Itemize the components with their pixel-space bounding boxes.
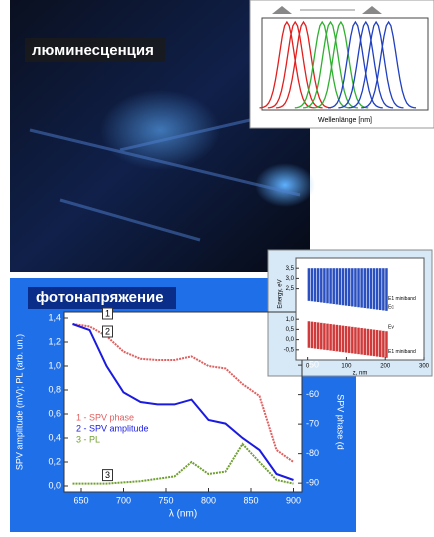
- band-bar: [363, 268, 366, 308]
- x-tick-label: 650: [73, 495, 88, 505]
- x-axis-label: z, nm: [353, 371, 368, 377]
- x-tick-label: 750: [158, 495, 173, 505]
- band-bar: [370, 268, 373, 309]
- band-bar: [367, 268, 370, 308]
- band-bar: [345, 268, 348, 305]
- y-axis-label: Energy, eV: [278, 279, 284, 308]
- y-tick-label: 0,2: [48, 456, 61, 466]
- band-bar: [317, 322, 320, 349]
- y-tick-label: 0,8: [48, 384, 61, 394]
- band-bar: [379, 330, 382, 357]
- legend-entry: 1 - SPV phase: [76, 412, 134, 422]
- y-tick-label: 1,4: [48, 312, 61, 322]
- band-bar: [308, 321, 311, 348]
- band-bar: [323, 268, 326, 303]
- band-bar: [345, 326, 348, 353]
- legend-entry: 2 - SPV amplitude: [76, 423, 149, 433]
- y2-tick-label: -90: [306, 478, 319, 488]
- band-bar: [373, 330, 376, 357]
- y-axis-label: SPV amplitude (mV); PL (arb. un.): [14, 334, 24, 470]
- page: {"photo": {"label": "люминесценция"}, "p…: [0, 0, 434, 532]
- y-tick-label: 1,0: [48, 360, 61, 370]
- band-bar: [357, 328, 360, 355]
- band-bar: [332, 268, 335, 304]
- band-bar: [357, 268, 360, 307]
- x-tick-label: 800: [201, 495, 216, 505]
- y-tick-label: 3,5: [286, 266, 295, 272]
- band-bar: [376, 330, 379, 357]
- y-tick-label: 2,5: [286, 286, 295, 292]
- band-label: E1 miniband: [388, 349, 416, 355]
- photo-label: люминесценция: [32, 42, 154, 59]
- x-tick-label: 300: [419, 364, 430, 370]
- band-bar: [382, 331, 385, 358]
- band-bar: [320, 268, 323, 302]
- band-bar: [329, 324, 332, 351]
- y-tick-label: 1,0: [286, 317, 295, 323]
- band-bar: [379, 268, 382, 310]
- band-bar: [354, 268, 357, 307]
- band-bar: [351, 268, 354, 306]
- band-bar: [311, 268, 314, 301]
- band-bar: [367, 329, 370, 356]
- band-bar: [342, 326, 345, 353]
- y-tick-label: 3,0: [286, 276, 295, 282]
- band-bar: [323, 323, 326, 350]
- band-label: Ec: [388, 304, 394, 310]
- y-tick-label: 0,5: [286, 327, 295, 333]
- y-tick-label: 0,0: [286, 337, 295, 343]
- band-bar: [326, 268, 329, 303]
- band-bar: [314, 322, 317, 349]
- curve-tag: 2: [105, 326, 110, 336]
- band-bar: [354, 327, 357, 354]
- band-bar: [320, 323, 323, 350]
- band-bar: [370, 329, 373, 356]
- band-bar: [373, 268, 376, 309]
- y-tick-label: -0,5: [284, 347, 295, 353]
- x-tick-label: 900: [286, 495, 301, 505]
- band-bar: [336, 268, 339, 304]
- band-label: Ev: [388, 325, 394, 331]
- band-label: E1 miniband: [388, 296, 416, 302]
- band-bar: [332, 324, 335, 351]
- band-bar: [360, 268, 363, 307]
- y2-tick-label: -80: [306, 448, 319, 458]
- band-bar: [317, 268, 320, 302]
- panel-title: фотонапряжение: [36, 289, 164, 306]
- band-bar: [308, 268, 311, 301]
- y2-tick-label: -70: [306, 419, 319, 429]
- y2-axis-label: SPV phase (d: [336, 394, 346, 450]
- band-bar: [339, 268, 342, 305]
- band-bar: [336, 325, 339, 352]
- x-axis-label: λ (nm): [169, 509, 197, 520]
- band-bar: [382, 268, 385, 310]
- legend-entry: 3 - PL: [76, 434, 100, 444]
- band-bar: [329, 268, 332, 303]
- band-bar: [311, 322, 314, 349]
- x-tick-label: 100: [341, 364, 352, 370]
- x-tick-label: 200: [380, 364, 391, 370]
- band-bar: [363, 328, 366, 355]
- x-tick-label: 700: [116, 495, 131, 505]
- band-bar: [360, 328, 363, 355]
- band-bar: [342, 268, 345, 305]
- collage: люминесценция фотонапряжение Wellenlänge…: [0, 0, 434, 532]
- y-tick-label: 0,4: [48, 432, 61, 442]
- curve-tag: 1: [105, 308, 110, 318]
- band-bar: [314, 268, 317, 301]
- y-tick-label: 1,2: [48, 336, 61, 346]
- band-bar: [326, 324, 329, 351]
- y-tick-label: 0,6: [48, 408, 61, 418]
- y2-tick-label: -60: [306, 389, 319, 399]
- band-bar: [348, 326, 351, 353]
- x-axis-label: Wellenlänge [nm]: [318, 117, 372, 124]
- curve-tag: 3: [105, 470, 110, 480]
- x-tick-label: 850: [243, 495, 258, 505]
- y-tick-label: 0,0: [48, 480, 61, 490]
- band-bar: [351, 327, 354, 354]
- band-bar: [348, 268, 351, 306]
- band-bar: [339, 325, 342, 352]
- band-bar: [376, 268, 379, 309]
